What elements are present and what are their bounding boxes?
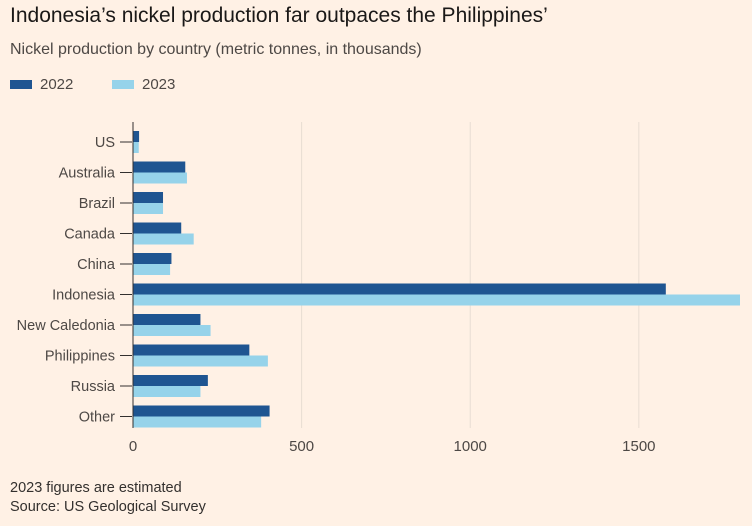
bar-russia-2023: [133, 386, 201, 397]
legend-swatch-2023: [112, 79, 134, 89]
legend-item-2023: 2023: [112, 75, 175, 95]
category-label: US: [95, 135, 115, 151]
legend-label-2022: 2022: [40, 76, 74, 93]
chart-subtitle: Nickel production by country (metric ton…: [10, 41, 422, 58]
bar-brazil-2022: [133, 192, 164, 203]
category-label: Brazil: [79, 196, 115, 212]
category-label: China: [77, 257, 116, 273]
bar-canada-2023: [133, 233, 194, 245]
legend-swatch-2022: [10, 79, 32, 89]
bar-canada-2022: [133, 222, 182, 234]
bar-philippines-2023: [133, 355, 268, 367]
bar-other-2022: [133, 405, 270, 417]
category-label: Other: [79, 410, 115, 426]
x-tick-label: 1000: [454, 438, 487, 455]
category-label: Australia: [59, 166, 116, 182]
footnote-source: Source: US Geological Survey: [10, 499, 206, 515]
bar-philippines-2022: [133, 344, 250, 356]
bar-us-2022: [133, 131, 140, 142]
bar-brazil-2023: [133, 203, 164, 214]
bar-australia-2022: [133, 161, 186, 173]
bar-russia-2022: [133, 375, 208, 386]
bar-indonesia-2023: [133, 294, 740, 306]
bar-china-2022: [133, 253, 172, 264]
category-label: Philippines: [45, 349, 115, 365]
category-label: Canada: [64, 227, 116, 243]
bar-new-caledonia-2023: [133, 325, 211, 336]
bar-australia-2023: [133, 172, 187, 184]
bar-new-caledonia-2022: [133, 314, 201, 325]
footnote-estimate: 2023 figures are estimated: [10, 480, 182, 496]
x-tick-label: 0: [129, 438, 137, 455]
legend-item-2022: 2022: [10, 75, 73, 95]
x-tick-label: 1500: [622, 438, 655, 455]
bar-other-2023: [133, 416, 262, 428]
bar-indonesia-2022: [133, 283, 666, 295]
category-label: New Caledonia: [17, 318, 116, 334]
x-tick-label: 500: [289, 438, 314, 455]
legend-label-2023: 2023: [142, 76, 176, 93]
chart-title: Indonesia’s nickel production far outpac…: [10, 4, 548, 27]
bar-us-2023: [133, 142, 139, 153]
category-label: Indonesia: [52, 288, 116, 304]
bar-china-2023: [133, 264, 171, 275]
category-label: Russia: [71, 379, 116, 395]
